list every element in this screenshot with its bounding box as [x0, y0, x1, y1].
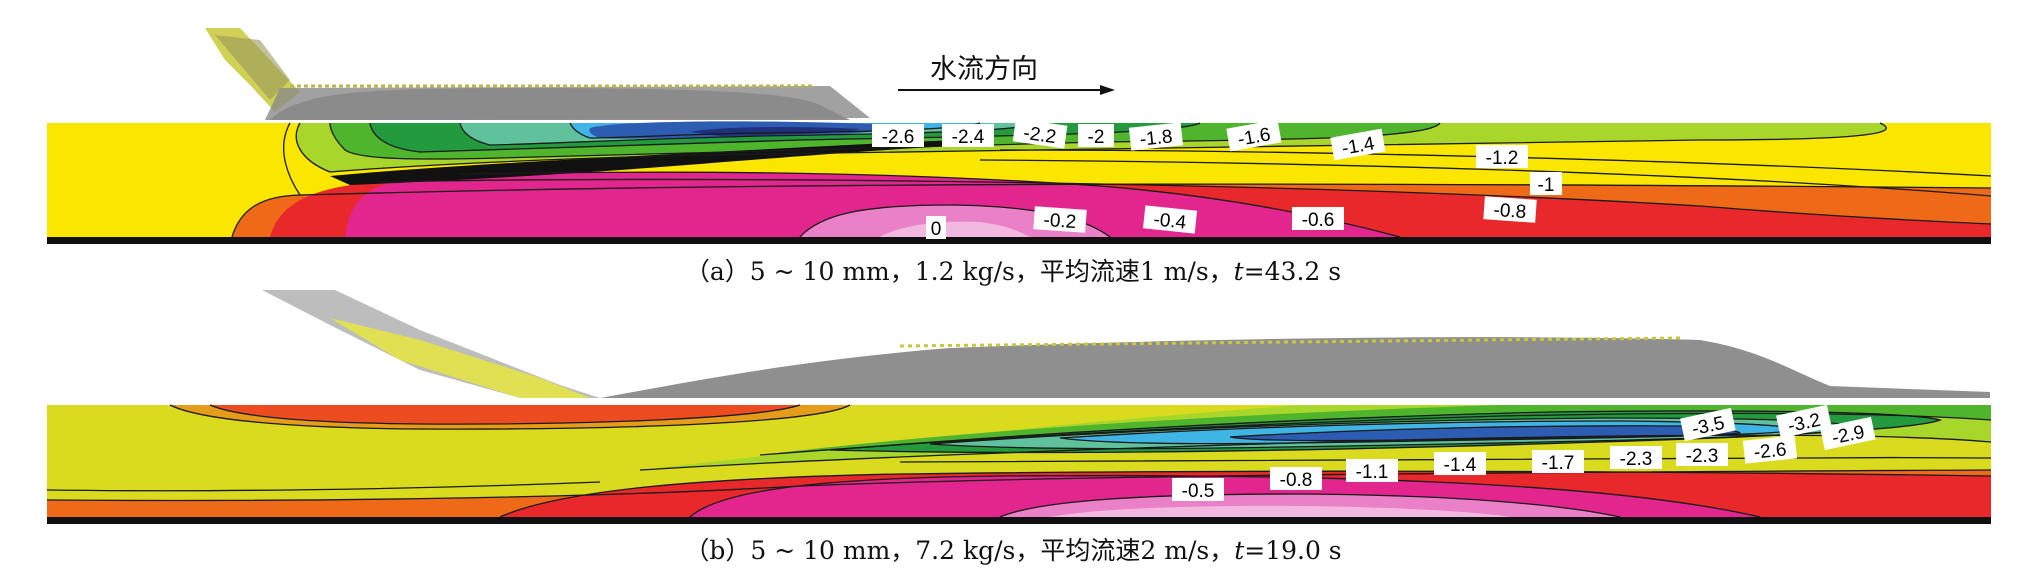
panel-a-contour-labels: -2.6 -2.4 -2.2 -2 -1.8 -1.6 -1.4 -1.2 -1…	[872, 118, 1562, 240]
contour-label: -0.5	[1172, 478, 1224, 502]
caption-b-time-value: =19.0 s	[1244, 536, 1342, 565]
contour-label: -0.2	[1033, 206, 1087, 233]
caption-b-time-symbol: t	[1234, 536, 1245, 565]
svg-text:-1.8: -1.8	[1139, 126, 1174, 150]
contour-label: -1.7	[1532, 450, 1584, 474]
svg-text:-0.8: -0.8	[1280, 470, 1313, 491]
svg-text:-2.4: -2.4	[952, 127, 985, 148]
panel-a-contour-plot: -2.6 -2.4 -2.2 -2 -1.8 -1.6 -1.4 -1.2 -1…	[47, 118, 1992, 244]
contour-label: -1.2	[1476, 145, 1528, 169]
svg-text:-1: -1	[1538, 175, 1555, 196]
svg-text:-2.2: -2.2	[1022, 123, 1057, 148]
contour-label: -0.6	[1292, 207, 1344, 231]
contour-label: -2.4	[942, 124, 994, 148]
caption-a-prefix: （a）5 ~ 10 mm，1.2 kg/s，平均流速1 m/s，	[684, 257, 1234, 286]
contour-label: -2.2	[1012, 118, 1068, 149]
panel-b-debris-pile	[262, 290, 1990, 398]
panel-b-channel-bed	[47, 517, 1991, 524]
svg-text:-0.8: -0.8	[1493, 200, 1527, 223]
svg-text:-2.3: -2.3	[1686, 446, 1719, 467]
svg-text:-1.7: -1.7	[1542, 453, 1575, 474]
svg-text:-0.2: -0.2	[1043, 210, 1077, 233]
contour-label: -0.8	[1483, 196, 1537, 223]
svg-text:-2.6: -2.6	[882, 127, 915, 148]
contour-label: -3.5	[1680, 407, 1736, 442]
contour-label: -1.1	[1346, 459, 1398, 483]
svg-text:-0.4: -0.4	[1152, 209, 1187, 233]
flow-direction-arrow	[898, 85, 1115, 95]
panel-b: -3.5 -3.2 -2.9 -2.6 -2.3 -2.3 -1.7 -1.4 …	[46, 290, 1992, 524]
contour-label: -1.8	[1128, 122, 1184, 151]
svg-text:-0.5: -0.5	[1182, 481, 1215, 502]
panel-a: 水流方向	[47, 28, 1992, 244]
contour-label: -1	[1530, 172, 1562, 196]
svg-text:-2: -2	[1088, 127, 1105, 148]
svg-text:-1.1: -1.1	[1356, 462, 1389, 483]
contour-label: -0.4	[1142, 205, 1198, 234]
contour-label: 0	[926, 216, 946, 240]
caption-a: （a）5 ~ 10 mm，1.2 kg/s，平均流速1 m/s，t=43.2 s	[0, 252, 2026, 288]
contour-label: -2.3	[1676, 443, 1728, 467]
contour-label: -1.4	[1434, 452, 1486, 476]
svg-text:0: 0	[931, 219, 942, 240]
contour-label: -2	[1078, 124, 1114, 148]
svg-text:-0.6: -0.6	[1302, 210, 1335, 231]
flow-direction-label: 水流方向	[930, 54, 1038, 85]
svg-text:-2.3: -2.3	[1620, 449, 1653, 470]
caption-b-prefix: （b）5 ~ 10 mm，7.2 kg/s，平均流速2 m/s，	[684, 536, 1235, 565]
panel-a-channel-bed	[47, 237, 1991, 244]
panel-a-debris-pile	[205, 28, 870, 120]
contour-label: -2.6	[1742, 435, 1798, 464]
contour-label: -0.8	[1270, 467, 1322, 491]
svg-text:-2.6: -2.6	[1753, 439, 1788, 463]
caption-a-time-symbol: t	[1233, 257, 1244, 286]
panel-b-contour-plot: -3.5 -3.2 -2.9 -2.6 -2.3 -2.3 -1.7 -1.4 …	[46, 404, 1992, 524]
contour-label: -2.3	[1610, 446, 1662, 470]
contour-label: -2.6	[872, 124, 924, 148]
caption-b: （b）5 ~ 10 mm，7.2 kg/s，平均流速2 m/s，t=19.0 s	[0, 531, 2026, 567]
svg-text:-1.4: -1.4	[1444, 455, 1477, 476]
caption-a-time-value: =43.2 s	[1243, 257, 1342, 286]
svg-text:-1.2: -1.2	[1486, 148, 1519, 169]
